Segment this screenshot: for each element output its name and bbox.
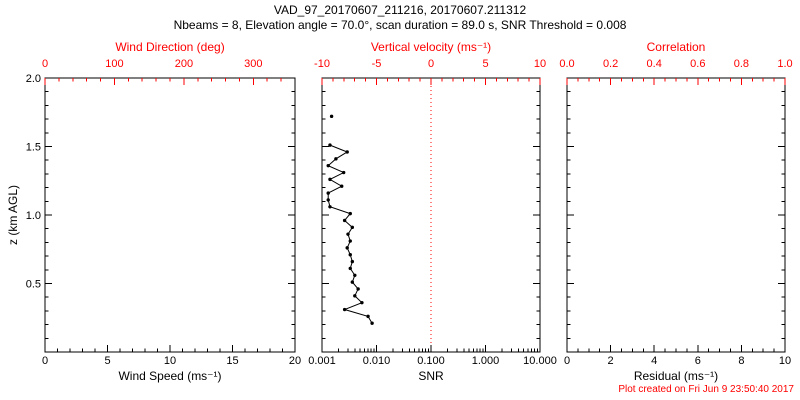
snr-data-point	[353, 273, 357, 277]
snr-data-point	[328, 205, 332, 209]
x-axis-title-wind-speed: Wind Speed (ms⁻¹)	[118, 369, 222, 383]
x-tick-label: 10.000	[523, 355, 557, 367]
plot-subtitle: Nbeams = 8, Elevation angle = 70.0°, sca…	[173, 18, 627, 32]
x-tick-label: 0	[42, 355, 48, 367]
panel-residual-box	[566, 77, 786, 353]
top-axis-title-vertical-velocity: Vertical velocity (ms⁻¹)	[370, 40, 492, 54]
snr-data-point	[328, 143, 332, 147]
x-tick-label: 0.001	[308, 355, 336, 367]
top-tick-label: 0.2	[603, 58, 618, 70]
snr-data-point	[342, 307, 347, 312]
x-tick-label: 15	[226, 355, 238, 367]
x-tick-label: 8	[738, 355, 744, 367]
x-tick-label: 0.100	[417, 355, 445, 367]
snr-data-point	[326, 198, 330, 202]
x-tick-label: 6	[695, 355, 701, 367]
top-tick-label: 0.4	[647, 58, 662, 70]
x-tick-label: 10	[164, 355, 176, 367]
top-tick-label: 0.8	[734, 58, 749, 70]
plot-title: VAD_97_20170607_211216, 20170607.211312	[273, 3, 527, 17]
x-axis-title-residual: Residual (ms⁻¹)	[633, 369, 719, 383]
top-tick-label: 200	[175, 58, 193, 70]
snr-data-point	[328, 177, 332, 182]
snr-data-point	[326, 163, 330, 168]
y-tick-label: 2.0	[26, 73, 41, 85]
snr-data-point	[340, 184, 344, 188]
snr-data-point	[360, 300, 364, 305]
snr-data-point	[350, 280, 355, 284]
snr-data-point	[348, 239, 352, 243]
snr-data-point	[342, 218, 347, 223]
snr-data-point	[353, 294, 357, 298]
top-axis-title-wind-direction: Wind Direction (deg)	[115, 40, 225, 54]
created-timestamp: Plot created on Fri Jun 9 23:50:40 2017	[618, 384, 794, 395]
y-tick-label: 0.5	[26, 279, 41, 291]
y-tick-label: 1.5	[26, 142, 41, 154]
x-tick-label: 4	[651, 355, 657, 367]
y-tick-label: 1.0	[26, 210, 41, 222]
x-tick-label: 0.010	[363, 355, 391, 367]
top-tick-label: 5	[482, 58, 488, 70]
x-tick-label: 0	[564, 355, 570, 367]
snr-data-point	[350, 259, 355, 264]
snr-data-point	[370, 321, 374, 325]
top-tick-label: 10	[534, 58, 546, 70]
snr-data-point	[326, 191, 330, 195]
x-tick-label: 5	[104, 355, 110, 367]
snr-isolated-point	[329, 114, 334, 119]
x-axis-title-snr: SNR	[418, 369, 444, 383]
snr-data-point	[356, 287, 360, 291]
panel-snr: 0.001 0.010 0.100 1.000 10.000 -10 -5 0 5 10	[308, 58, 557, 367]
top-tick-label: 300	[244, 58, 262, 70]
snr-data-point	[345, 246, 349, 250]
top-tick-label: 0.0	[559, 58, 574, 70]
x-tick-label: 20	[289, 355, 301, 367]
top-tick-label: 0	[428, 58, 434, 70]
snr-data-point	[341, 170, 346, 175]
snr-data-point	[348, 253, 352, 257]
top-axis-title-correlation: Correlation	[646, 40, 706, 54]
x-tick-label: 10	[779, 355, 791, 367]
x-tick-label: 1.000	[472, 355, 500, 367]
panel-wind-box	[44, 77, 296, 353]
snr-data-point	[366, 314, 370, 319]
top-tick-label: 0.6	[690, 58, 705, 70]
top-tick-label: -10	[314, 58, 330, 70]
snr-data-point	[348, 266, 352, 271]
y-axis-title: z (km AGL)	[6, 185, 20, 246]
snr-data-point	[346, 232, 350, 236]
x-tick-label: 2	[608, 355, 614, 367]
snr-data-point	[345, 150, 349, 154]
top-tick-label: -5	[372, 58, 382, 70]
top-tick-label: 1.0	[777, 58, 792, 70]
top-tick-label: 100	[105, 58, 123, 70]
panel-residual: 0 2 4 6 8 10 0.0 0.2 0.4 0.6 0.8 1.0	[559, 58, 792, 367]
snr-data-point	[334, 157, 338, 161]
snr-data-point	[350, 225, 355, 230]
top-tick-label: 0	[42, 58, 48, 70]
snr-profile-line	[327, 144, 373, 324]
snr-data-point	[348, 211, 352, 216]
